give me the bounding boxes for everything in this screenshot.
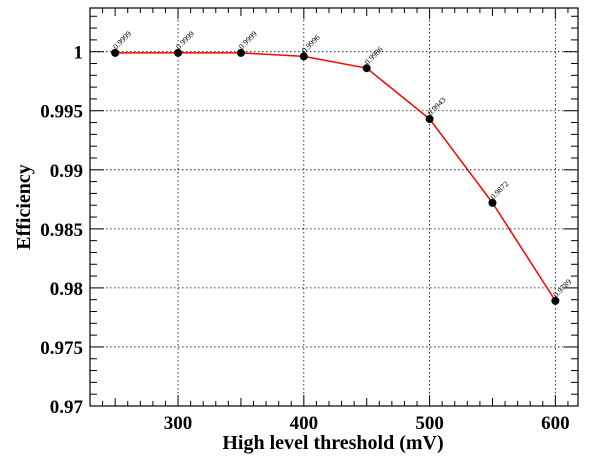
y-tick-label: 0.98 (50, 279, 83, 300)
data-point (111, 48, 120, 57)
y-axis-label: Efficiency (13, 164, 35, 250)
series-line (115, 52, 557, 302)
grid-layer (90, 8, 578, 406)
data-label: 0.9986 (363, 45, 385, 67)
y-tick-label: 0.995 (40, 102, 83, 123)
x-tick-label: 600 (541, 413, 570, 434)
data-point (174, 48, 183, 57)
y-tick-label: 0.99 (50, 161, 83, 182)
x-tick-label: 400 (290, 413, 319, 434)
data-label: 0.9999 (111, 29, 133, 51)
data-label-layer: 0.9999 0.9999 0.9999 0.99960.99860.99430.98… (111, 29, 573, 299)
data-point (299, 52, 308, 61)
data-label: 0.9999 (237, 29, 259, 51)
y-tick-label: 0.975 (40, 338, 83, 359)
data-label: 0.9999 (174, 29, 196, 51)
y-tick-label: 1 (74, 43, 84, 64)
data-label: 0.9943 (426, 96, 448, 118)
x-tick-label: 300 (164, 413, 193, 434)
data-point (362, 64, 371, 73)
tick-label-layer: 300 400 500 600 0.97 0.975 0.98 0.985 0.99 0.995 1 (40, 43, 569, 434)
point-layer (111, 48, 560, 305)
data-point (236, 48, 245, 57)
plot-frame (89, 7, 579, 407)
x-axis-label: High level threshold (mV) (222, 432, 443, 454)
y-tick-label: 0.985 (40, 220, 83, 241)
y-tick-label: 0.97 (50, 397, 84, 418)
tick-layer (90, 8, 578, 407)
data-point (488, 198, 497, 207)
x-tick-label: 500 (415, 413, 444, 434)
data-point (425, 115, 434, 124)
data-label: 0.9872 (489, 179, 511, 201)
data-point (551, 296, 560, 305)
